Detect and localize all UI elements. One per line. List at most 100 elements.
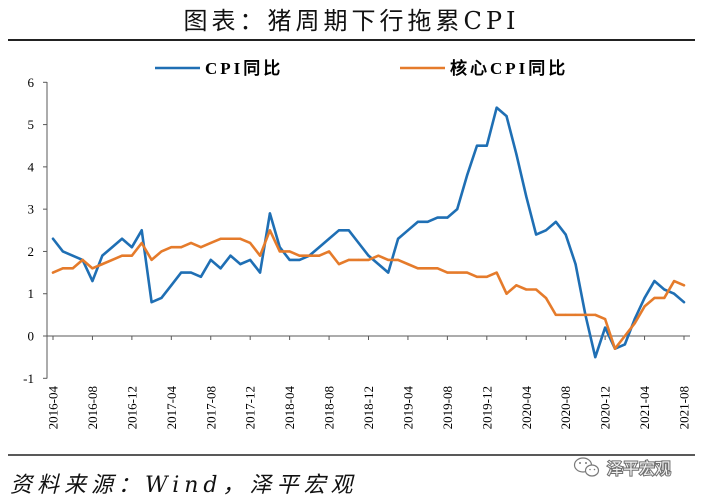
cpi-point: [51, 237, 55, 240]
core-cpi-point: [81, 258, 84, 261]
cpi-point: [377, 263, 380, 266]
cpi-line: [51, 106, 686, 359]
source-note: 资料来源：Wind，泽平宏观: [10, 473, 358, 498]
core-cpi-point: [268, 229, 272, 232]
cpi-point: [525, 195, 528, 198]
cpi-point: [574, 263, 577, 266]
core-cpi-point: [682, 284, 686, 287]
core-cpi-point: [140, 241, 143, 245]
y-tick-label: 3: [28, 202, 35, 217]
core-cpi-point: [120, 254, 124, 257]
cpi-point: [594, 356, 597, 359]
x-tick-label: 2019-04: [400, 386, 415, 430]
core-cpi-point: [584, 313, 587, 316]
cpi-point: [416, 220, 419, 223]
core-cpi-point: [130, 254, 133, 257]
core-cpi-point: [485, 275, 488, 278]
x-tick-label: 2017-08: [203, 386, 218, 429]
core-cpi-point: [633, 322, 636, 325]
core-cpi-point: [258, 254, 262, 257]
cpi-point: [249, 258, 252, 261]
cpi-point: [219, 267, 222, 270]
cpi-point: [673, 292, 676, 295]
core-cpi-point: [288, 250, 291, 253]
wechat-icon: [573, 457, 600, 477]
core-cpi-point: [525, 288, 528, 291]
core-cpi-point: [475, 275, 479, 278]
core-cpi-point: [613, 347, 617, 350]
core-cpi-point: [160, 250, 163, 253]
legend-label-core-cpi: 核心CPI同比: [450, 58, 568, 78]
x-tick-label: 2018-04: [282, 386, 297, 430]
core-cpi-point: [209, 241, 212, 245]
core-cpi-point: [239, 237, 242, 240]
cpi-point: [357, 241, 360, 245]
cpi-point: [544, 229, 548, 232]
cpi-point: [111, 246, 114, 249]
core-cpi-point: [111, 258, 114, 261]
core-cpi-point: [623, 334, 626, 338]
cpi-point: [396, 237, 400, 240]
x-tick-label: 2016-08: [85, 386, 100, 429]
y-tick-label: 6: [28, 75, 35, 90]
cpi-point: [199, 275, 202, 278]
core-cpi-point: [416, 267, 419, 270]
cpi-point: [475, 144, 479, 147]
cpi-point: [623, 343, 626, 346]
y-tick-label: 1: [28, 286, 35, 301]
x-tick-label: 2021-08: [677, 386, 692, 429]
cpi-point: [71, 254, 74, 257]
cpi-point: [633, 318, 636, 321]
core-cpi-point: [347, 258, 350, 261]
core-cpi-point: [574, 313, 577, 316]
core-cpi-point: [337, 263, 341, 266]
core-cpi-point: [189, 241, 193, 245]
cpi-point: [663, 288, 666, 291]
cpi-point: [367, 254, 370, 257]
core-cpi-series: [51, 229, 686, 351]
core-cpi-point: [604, 318, 607, 321]
x-tick-label: 2020-08: [558, 386, 573, 429]
core-cpi-point: [308, 254, 311, 257]
core-cpi-point: [219, 237, 222, 240]
core-cpi-point: [298, 254, 301, 257]
core-cpi-point: [91, 267, 94, 270]
x-tick-label: 2019-08: [440, 386, 455, 429]
cpi-point: [347, 229, 350, 232]
y-tick-label: 4: [28, 159, 35, 174]
cpi-point: [180, 271, 183, 274]
core-cpi-point: [51, 271, 55, 274]
legend: CPI同比 核心CPI同比: [155, 58, 568, 78]
core-cpi-point: [564, 313, 567, 316]
cpi-point: [209, 258, 212, 261]
legend-label-cpi: CPI同比: [205, 58, 283, 78]
cpi-point: [189, 271, 193, 274]
x-tick-label: 2021-04: [637, 386, 652, 430]
cpi-point: [554, 220, 557, 223]
x-tick-label: 2020-12: [598, 386, 613, 429]
x-tick-label: 2016-12: [124, 386, 139, 429]
core-cpi-point: [71, 267, 74, 270]
core-cpi-point: [495, 271, 498, 274]
cpi-point: [101, 254, 104, 257]
x-tick-label: 2017-12: [243, 386, 258, 429]
cpi-point: [535, 233, 538, 236]
cpi-point: [150, 301, 153, 304]
cpi-point: [485, 144, 488, 147]
cpi-point: [564, 233, 567, 236]
x-tick-label: 2018-12: [361, 386, 376, 429]
core-cpi-point: [544, 296, 548, 300]
cpi-point: [120, 237, 124, 240]
core-cpi-point: [673, 279, 676, 283]
cpi-point: [229, 254, 232, 257]
cpi-point: [426, 220, 429, 223]
y-tick-label: -1: [23, 371, 34, 386]
cpi-point: [337, 229, 341, 232]
core-cpi-point: [456, 271, 459, 274]
cpi-point: [160, 296, 163, 300]
core-cpi-point: [426, 267, 429, 270]
core-cpi-point: [663, 296, 666, 300]
core-cpi-point: [653, 296, 656, 300]
x-tick-label: 2018-08: [322, 386, 337, 429]
